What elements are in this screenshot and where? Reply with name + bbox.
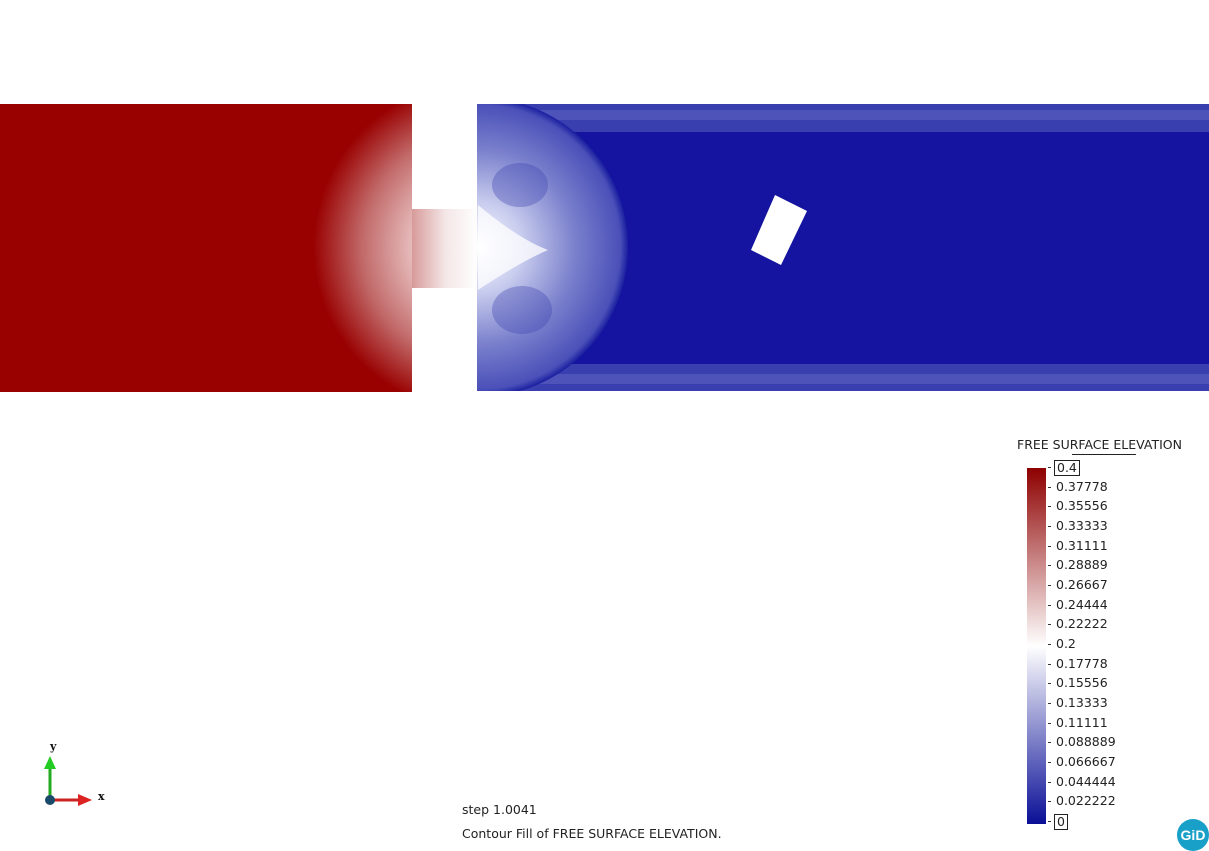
- legend-tick: [1048, 624, 1051, 625]
- legend-tick: [1048, 644, 1051, 645]
- legend-tick: [1048, 565, 1051, 566]
- legend-color-bar: [1027, 468, 1046, 824]
- legend-title: FREE SURFACE ELEVATION: [1017, 437, 1182, 452]
- axis-y-label: y: [50, 740, 57, 753]
- legend-tick-label: 0.088889: [1056, 734, 1116, 749]
- legend-tick-label: 0: [1054, 814, 1068, 830]
- legend-tick: [1048, 703, 1051, 704]
- legend-title-underline: [1072, 454, 1136, 455]
- legend-tick-label: 0.35556: [1056, 498, 1108, 513]
- legend-tick: [1048, 762, 1051, 763]
- legend-tick-label: 0.31111: [1056, 538, 1108, 553]
- legend-tick-label: 0.33333: [1056, 518, 1108, 533]
- gate-opening: [412, 209, 478, 288]
- step-indicator: step 1.0041: [462, 802, 537, 817]
- legend-tick-label: 0.15556: [1056, 675, 1108, 690]
- legend-tick: [1048, 546, 1051, 547]
- legend-tick-label: 0.24444: [1056, 597, 1108, 612]
- legend-tick-label: 0.4: [1054, 460, 1080, 476]
- gid-logo: GiD: [1177, 819, 1209, 851]
- legend-tick-label: 0.11111: [1056, 715, 1108, 730]
- legend-tick-label: 0.066667: [1056, 754, 1116, 769]
- legend-tick: [1048, 506, 1051, 507]
- legend-tick: [1048, 821, 1051, 822]
- legend-tick-label: 0.2: [1056, 636, 1076, 651]
- legend-tick-label: 0.37778: [1056, 479, 1108, 494]
- legend-tick: [1048, 683, 1051, 684]
- legend-tick-label: 0.22222: [1056, 616, 1108, 631]
- downstream-channel: [477, 104, 1209, 391]
- legend-tick: [1048, 467, 1051, 468]
- legend-scale: 0.4 0.37778 0.35556 0.33333 0.31111 0.28889 0.…: [1046, 0, 1166, 850]
- legend-tick: [1048, 605, 1051, 606]
- legend-tick: [1048, 782, 1051, 783]
- legend-tick-label: 0.28889: [1056, 557, 1108, 572]
- legend-tick: [1048, 487, 1051, 488]
- result-caption: Contour Fill of FREE SURFACE ELEVATION.: [462, 826, 722, 841]
- legend-tick: [1048, 723, 1051, 724]
- legend-tick-label: 0.17778: [1056, 656, 1108, 671]
- legend-tick: [1048, 585, 1051, 586]
- legend-tick: [1048, 664, 1051, 665]
- obstacle-block: [751, 195, 807, 265]
- axis-triad: [44, 756, 92, 806]
- legend-tick: [1048, 801, 1051, 802]
- axis-x-label: x: [98, 790, 105, 803]
- legend-tick-label: 0.26667: [1056, 577, 1108, 592]
- legend-tick-label: 0.022222: [1056, 793, 1116, 808]
- reservoir-region: [0, 104, 412, 392]
- legend-tick-label: 0.13333: [1056, 695, 1108, 710]
- legend-tick: [1048, 526, 1051, 527]
- legend-tick: [1048, 742, 1051, 743]
- legend-tick-label: 0.044444: [1056, 774, 1116, 789]
